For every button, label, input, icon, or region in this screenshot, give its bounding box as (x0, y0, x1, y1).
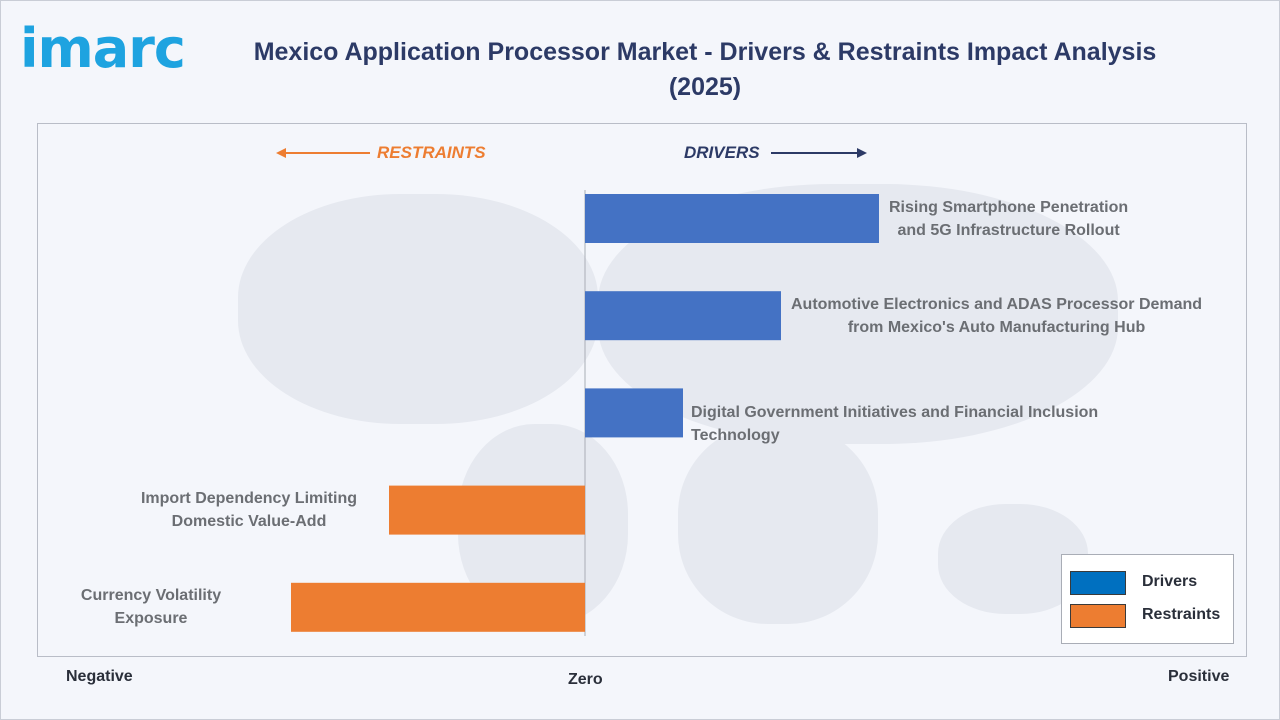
axis-zero-label: Zero (568, 671, 603, 688)
driver-bar-1 (585, 194, 879, 243)
legend-swatch-drivers (1070, 571, 1126, 595)
driver-label-3: Digital Government Initiatives and Finan… (691, 404, 1099, 445)
drivers-arrow-line (771, 152, 859, 154)
driver-label-2: Automotive Electronics and ADAS Processo… (791, 295, 1203, 336)
driver-bar-2 (585, 291, 781, 341)
axis-positive-label: Positive (1168, 668, 1230, 685)
restraints-arrow-head (276, 148, 286, 158)
driver-bar-3 (585, 388, 683, 438)
world-map-background (238, 194, 598, 424)
legend-label-drivers: Drivers (1142, 573, 1198, 590)
restraint-bar-5 (291, 582, 585, 632)
legend: Drivers Restraints (1061, 554, 1234, 644)
imarc-logo: imarc (20, 17, 186, 80)
restraint-bar-4 (389, 485, 585, 535)
page-title: Mexico Application Processor Market - Dr… (253, 38, 1157, 101)
axis-negative-label: Negative (66, 668, 133, 685)
drivers-heading: DRIVERS (684, 143, 760, 162)
world-map-background (678, 424, 878, 624)
restraint-label-4: Import Dependency Limiting Domestic Valu… (140, 490, 357, 531)
restraint-label-5: Currency Volatility Exposure (80, 587, 222, 628)
legend-swatch-restraints (1070, 604, 1126, 628)
restraints-arrow-line (284, 152, 370, 154)
restraints-heading: RESTRAINTS (377, 143, 486, 162)
legend-label-restraints: Restraints (1142, 606, 1221, 623)
driver-label-1: Rising Smartphone Penetration and 5G Inf… (889, 198, 1129, 239)
drivers-arrow-head (857, 148, 867, 158)
